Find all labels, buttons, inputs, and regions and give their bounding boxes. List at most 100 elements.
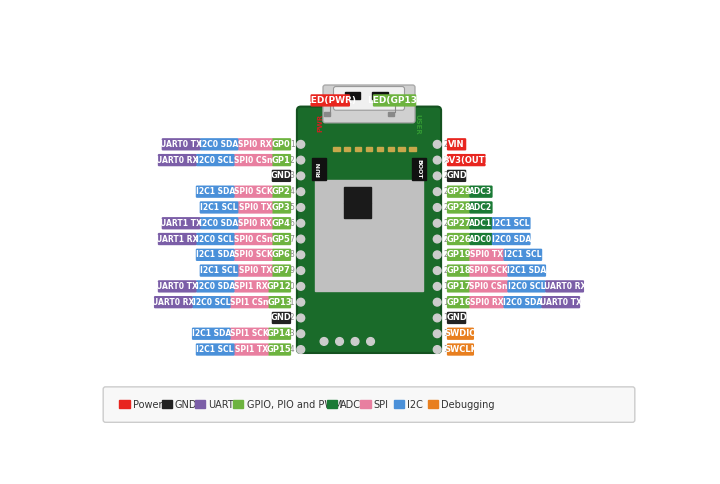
FancyBboxPatch shape [469, 217, 492, 229]
FancyBboxPatch shape [271, 201, 291, 213]
Bar [413, 158, 426, 180]
Circle shape [433, 298, 441, 306]
FancyBboxPatch shape [199, 201, 238, 213]
Text: RUN: RUN [316, 161, 321, 177]
Text: I2C1 SCL: I2C1 SCL [200, 266, 238, 275]
Text: 22: 22 [444, 235, 453, 243]
Circle shape [433, 140, 441, 148]
Circle shape [366, 338, 374, 345]
Text: UART: UART [209, 400, 234, 409]
Text: UART0 RX: UART0 RX [544, 282, 586, 291]
FancyBboxPatch shape [447, 264, 470, 277]
FancyBboxPatch shape [199, 138, 238, 151]
Text: 17: 17 [444, 314, 453, 322]
Circle shape [433, 283, 441, 290]
FancyBboxPatch shape [469, 185, 492, 198]
Circle shape [433, 204, 441, 212]
FancyBboxPatch shape [447, 312, 467, 324]
FancyBboxPatch shape [230, 328, 269, 340]
Text: 1: 1 [290, 140, 294, 149]
FancyBboxPatch shape [158, 233, 197, 245]
FancyBboxPatch shape [469, 264, 508, 277]
FancyBboxPatch shape [196, 280, 235, 292]
Text: SPI1 SCK: SPI1 SCK [230, 329, 269, 338]
Text: SPI0 SCK: SPI0 SCK [234, 250, 272, 259]
Text: 3V3(OUT): 3V3(OUT) [444, 155, 489, 165]
Text: I2C0 SDA: I2C0 SDA [196, 282, 235, 291]
Text: 12: 12 [285, 314, 294, 322]
Text: USER: USER [414, 114, 420, 134]
FancyBboxPatch shape [469, 233, 492, 245]
Text: GPIO, PIO and PWM: GPIO, PIO and PWM [246, 400, 342, 409]
Text: GP6: GP6 [272, 250, 291, 259]
Text: I2C0 SDA: I2C0 SDA [199, 140, 238, 149]
Text: GND: GND [446, 171, 467, 181]
FancyBboxPatch shape [154, 296, 193, 308]
Text: SWCLK: SWCLK [444, 345, 477, 354]
Text: 14: 14 [285, 345, 294, 354]
FancyBboxPatch shape [199, 264, 238, 277]
FancyBboxPatch shape [310, 94, 350, 106]
Text: 9: 9 [289, 266, 294, 275]
Text: 13: 13 [285, 329, 294, 338]
Text: SPI0 TX: SPI0 TX [238, 266, 271, 275]
FancyBboxPatch shape [271, 138, 291, 151]
Bar [233, 400, 243, 408]
FancyBboxPatch shape [268, 328, 291, 340]
Text: GP13: GP13 [267, 298, 292, 307]
Text: BOOT: BOOT [417, 159, 422, 179]
Text: 5: 5 [289, 203, 294, 212]
FancyBboxPatch shape [271, 154, 291, 166]
Text: GP2: GP2 [272, 187, 291, 196]
FancyBboxPatch shape [271, 170, 291, 182]
Text: 7: 7 [289, 235, 294, 243]
FancyBboxPatch shape [323, 85, 415, 123]
Text: SPI0 SCK: SPI0 SCK [234, 187, 272, 196]
Text: 27: 27 [444, 155, 453, 165]
Text: I2C1 SDA: I2C1 SDA [192, 329, 231, 338]
Circle shape [433, 314, 441, 322]
Circle shape [297, 172, 305, 180]
FancyBboxPatch shape [447, 170, 467, 182]
Text: GP29: GP29 [446, 187, 471, 196]
FancyBboxPatch shape [192, 296, 230, 308]
FancyBboxPatch shape [234, 249, 272, 261]
Text: ADC1: ADC1 [469, 219, 492, 228]
FancyBboxPatch shape [268, 296, 291, 308]
Bar [387, 148, 394, 151]
Bar [344, 203, 371, 218]
FancyBboxPatch shape [192, 328, 230, 340]
Text: UART1 TX: UART1 TX [160, 219, 202, 228]
Circle shape [297, 283, 305, 290]
Text: GP28: GP28 [446, 203, 471, 212]
FancyBboxPatch shape [271, 249, 291, 261]
Text: 2: 2 [290, 155, 294, 165]
Text: LED(PWR): LED(PWR) [305, 96, 356, 105]
FancyBboxPatch shape [508, 280, 546, 292]
Circle shape [433, 156, 441, 164]
Bar [366, 148, 372, 151]
Text: SPI0 RX: SPI0 RX [238, 219, 272, 228]
Circle shape [433, 346, 441, 353]
FancyBboxPatch shape [196, 233, 235, 245]
FancyBboxPatch shape [162, 138, 200, 151]
FancyBboxPatch shape [230, 296, 269, 308]
Bar [162, 400, 172, 408]
Circle shape [297, 298, 305, 306]
Text: I2C0 SCL: I2C0 SCL [197, 155, 234, 165]
Text: 19: 19 [444, 282, 453, 291]
Text: 21: 21 [444, 250, 453, 259]
Text: SPI1 RX: SPI1 RX [235, 282, 268, 291]
Bar [377, 148, 383, 151]
Text: UART0 TX: UART0 TX [540, 298, 582, 307]
Bar [372, 92, 388, 99]
Text: I2C: I2C [408, 400, 423, 409]
Text: 26: 26 [444, 171, 453, 181]
Text: SPI0 CSn: SPI0 CSn [234, 155, 272, 165]
Circle shape [433, 251, 441, 258]
Text: 10: 10 [285, 282, 294, 291]
FancyBboxPatch shape [234, 154, 272, 166]
Text: GP7: GP7 [272, 266, 291, 275]
FancyBboxPatch shape [234, 343, 269, 356]
Text: GP12: GP12 [267, 282, 292, 291]
